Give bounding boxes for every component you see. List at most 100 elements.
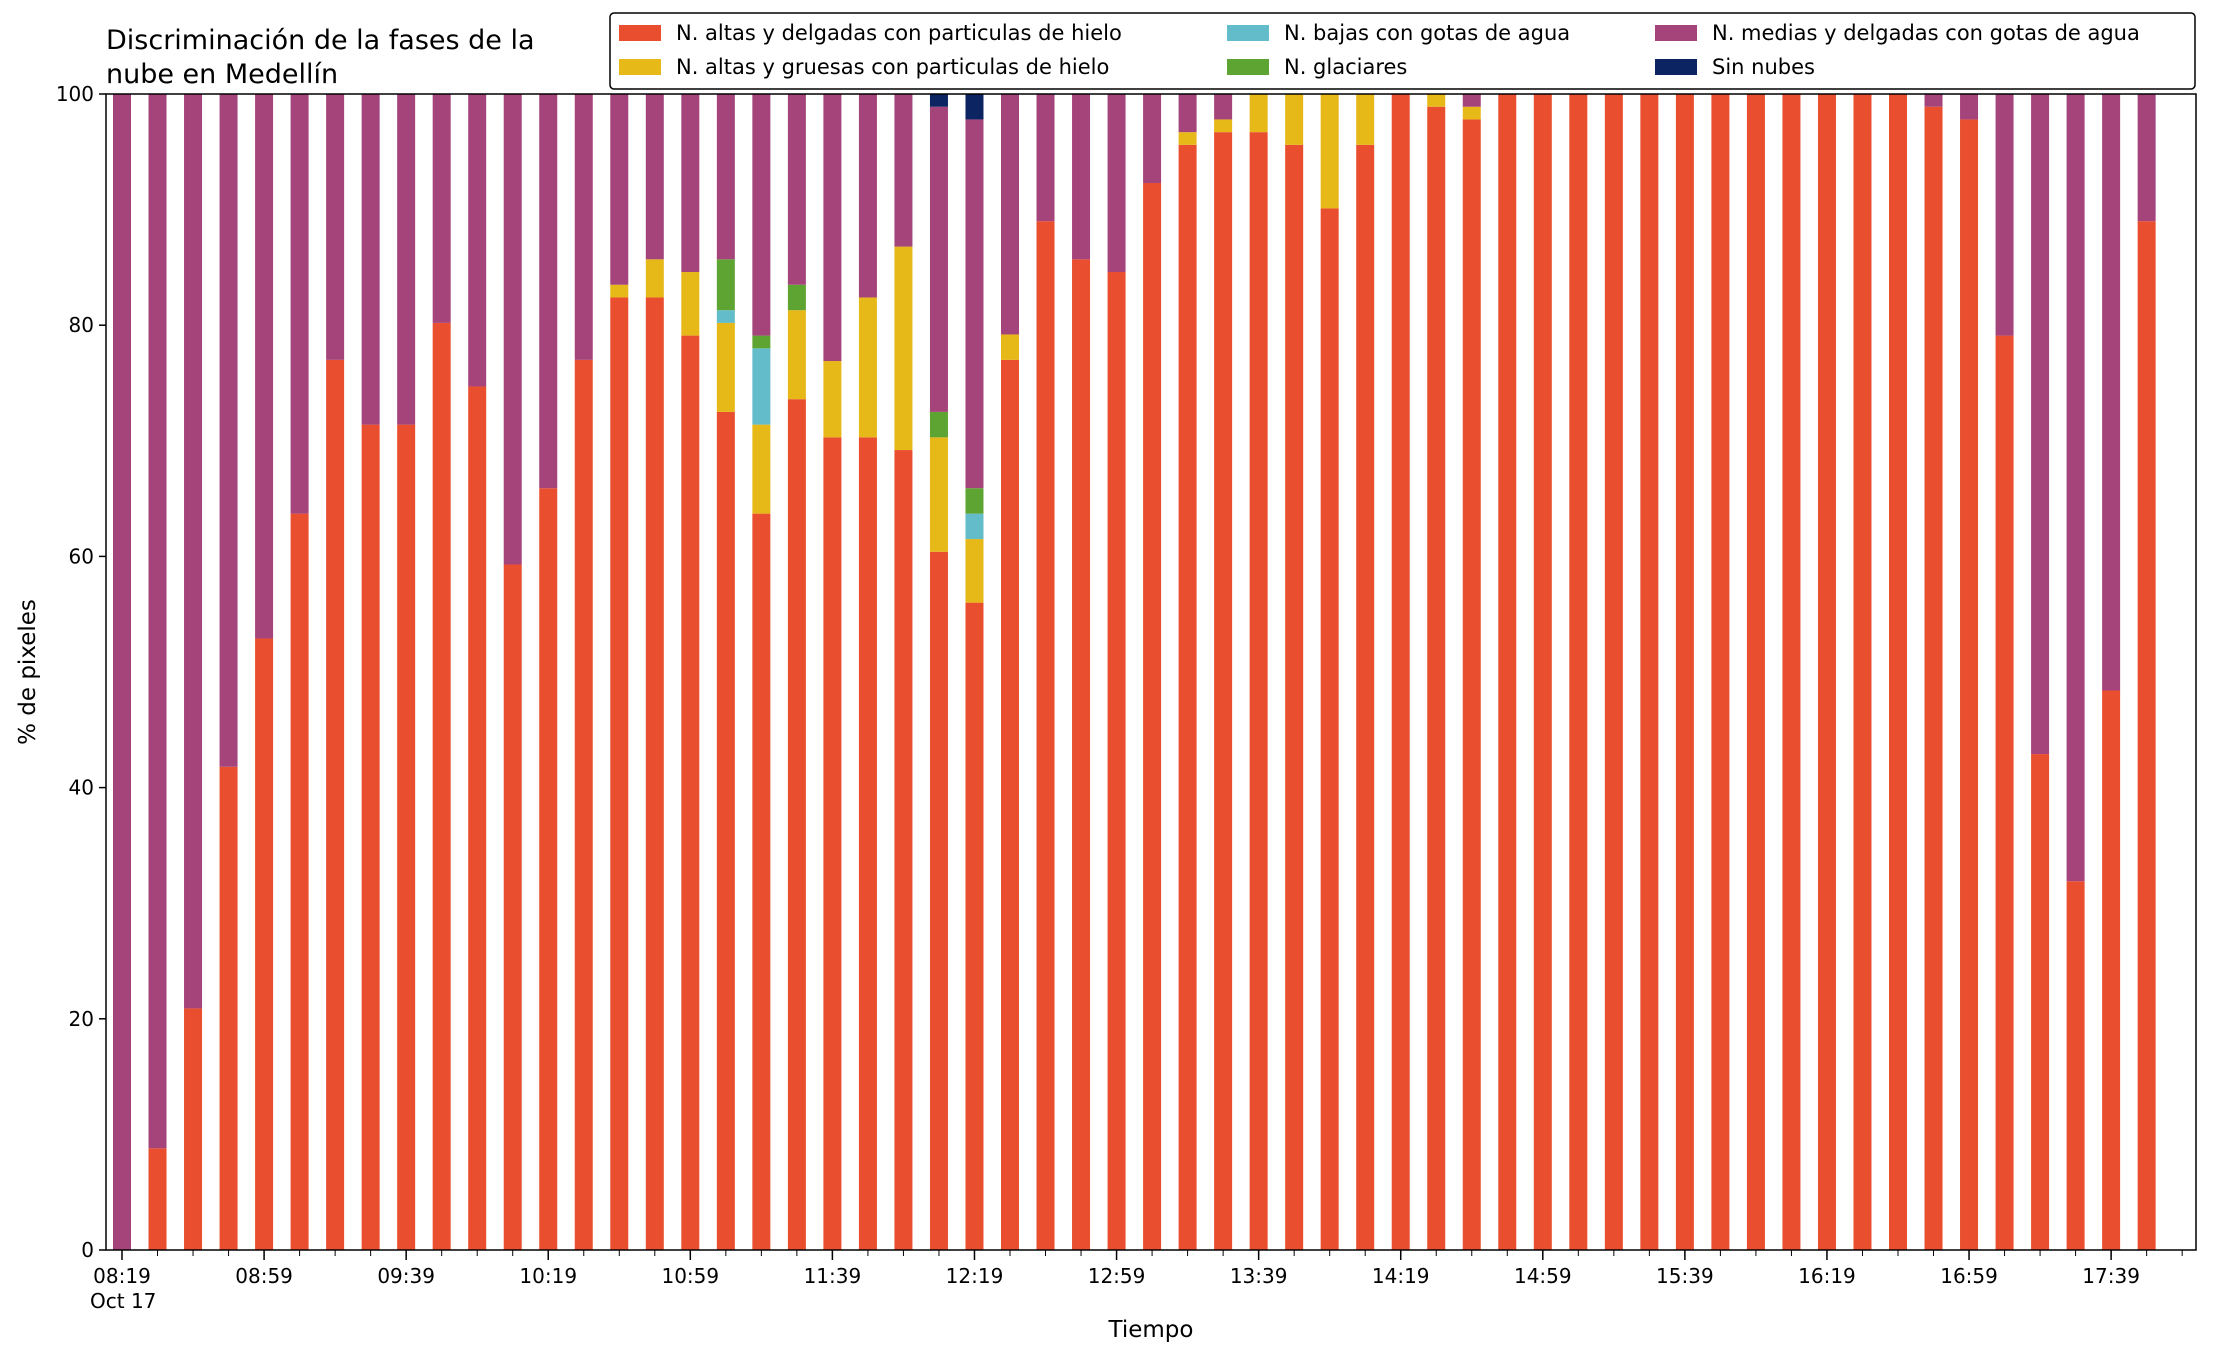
bar-segment-s0-24	[965, 602, 984, 1250]
bar-segment-s4-9	[432, 94, 451, 323]
x-axis: 08:19 08:59 09:39 10:19 10:59 11:39 12:19 12:59…	[90, 1250, 2183, 1313]
bar-segment-s0-50	[1889, 94, 1907, 1250]
bar-segment-s4-56	[2102, 94, 2121, 691]
bar-segment-s0-5	[290, 513, 309, 1250]
bar-segment-s0-45	[1711, 94, 1730, 1250]
bar-segment-s5-23	[929, 94, 948, 107]
x-tick-label-14: 17:39	[2082, 1264, 2140, 1288]
bar-segment-s0-4	[255, 638, 274, 1250]
bar-segment-s0-9	[432, 322, 451, 1250]
bar-segment-s0-57	[2137, 221, 2156, 1250]
bar-segment-s4-18	[752, 94, 771, 336]
x-tick-label-4: 10:59	[661, 1264, 719, 1288]
bar-segment-s1-17	[716, 322, 735, 412]
bar-segment-s0-55	[2066, 881, 2085, 1250]
x-tick-label-10: 14:59	[1514, 1264, 1572, 1288]
bar-segment-s0-7	[361, 424, 380, 1250]
bar-segment-s0-53	[1995, 335, 2014, 1251]
bar-segment-s4-24	[965, 119, 984, 489]
bar-segment-s0-22	[894, 450, 913, 1250]
bar-segment-s1-15	[645, 259, 664, 298]
bar-segment-s4-26	[1036, 94, 1055, 222]
bar-segment-s0-25	[1001, 359, 1019, 1250]
bar-segment-s4-51	[1924, 94, 1943, 107]
bar-segment-s1-33	[1285, 94, 1304, 145]
bar-segment-s1-20	[823, 361, 842, 438]
bar-segment-s0-39	[1498, 94, 1517, 1250]
legend-label-2: N. bajas con gotas de agua	[1284, 21, 1570, 45]
bar-segment-s1-22	[894, 246, 913, 451]
y-axis-label: % de pixeles	[15, 599, 41, 745]
bar-segment-s2-17	[716, 310, 735, 323]
bar-segment-s0-41	[1569, 94, 1588, 1250]
bar-segment-s4-31	[1214, 94, 1233, 120]
bar-segment-s4-29	[1143, 94, 1162, 184]
chart-title-line-1: Discriminación de la fases de la	[106, 25, 535, 56]
bar-segment-s4-14	[610, 94, 629, 285]
plot-frame	[105, 93, 2197, 1251]
legend-swatch-0	[619, 25, 661, 41]
bar-segment-s0-33	[1285, 144, 1304, 1251]
bar-segment-s4-12	[539, 94, 558, 489]
bar-segment-s4-27	[1072, 94, 1091, 260]
bar-segment-s4-3	[219, 94, 238, 767]
bar-segment-s0-31	[1214, 132, 1233, 1250]
bar-segment-s1-24	[965, 539, 984, 603]
bar-segment-s1-31	[1214, 119, 1233, 133]
x-tick-label-13: 16:59	[1940, 1264, 1998, 1288]
x-tick-label-0: 08:19	[93, 1264, 151, 1288]
legend-label-0: N. altas y delgadas con particulas de hi…	[676, 21, 1122, 45]
legend: N. altas y delgadas con particulas de hi…	[609, 12, 2196, 90]
y-tick-label-40: 40	[69, 776, 94, 800]
bar-segment-s0-15	[645, 297, 664, 1251]
bar-segment-s4-25	[1001, 94, 1019, 335]
bar-segment-s0-6	[326, 359, 345, 1250]
bar-segment-s1-35	[1356, 94, 1375, 145]
legend-swatch-2	[1227, 25, 1269, 41]
bar-segment-s2-24	[965, 513, 984, 540]
bars-group	[113, 94, 2156, 1251]
bar-segment-s0-20	[823, 437, 842, 1251]
bar-segment-s0-32	[1249, 132, 1268, 1250]
bar-segment-s4-1	[148, 94, 167, 1149]
bar-segment-s0-38	[1462, 119, 1481, 1250]
y-tick-label-60: 60	[69, 544, 94, 568]
bar-segment-s4-22	[894, 94, 913, 247]
x-date-label: Oct 17	[90, 1289, 156, 1313]
bar-segment-s4-2	[184, 94, 203, 1009]
bar-segment-s0-19	[787, 399, 806, 1250]
x-tick-label-1: 08:59	[235, 1264, 293, 1288]
bar-segment-s4-55	[2066, 94, 2085, 882]
x-tick-label-8: 13:39	[1230, 1264, 1288, 1288]
y-tick-label-20: 20	[69, 1007, 94, 1031]
bar-segment-s4-53	[1995, 94, 2014, 336]
bar-segment-s0-28	[1107, 272, 1126, 1250]
bar-segment-s0-16	[681, 335, 700, 1251]
bar-segment-s0-56	[2102, 690, 2121, 1250]
bar-segment-s1-18	[752, 424, 771, 514]
bar-segment-s4-23	[929, 106, 948, 412]
bar-segment-s0-2	[184, 1008, 203, 1250]
bar-segment-s1-16	[681, 272, 700, 336]
bar-segment-s0-10	[468, 386, 487, 1251]
bar-segment-s0-8	[397, 424, 416, 1250]
bar-segment-s0-29	[1143, 183, 1162, 1250]
bar-segment-s4-13	[574, 94, 593, 360]
bar-segment-s0-14	[610, 297, 629, 1251]
bar-segment-s3-18	[752, 335, 771, 349]
bar-segment-s0-48	[1817, 94, 1836, 1250]
bar-segment-s0-27	[1072, 259, 1091, 1250]
bar-segment-s4-38	[1462, 94, 1481, 107]
chart-title-line-2: nube en Medellín	[106, 59, 338, 90]
bar-segment-s0-34	[1320, 208, 1339, 1251]
bar-segment-s0-49	[1853, 94, 1872, 1250]
bar-segment-s4-7	[361, 94, 380, 425]
bar-segment-s0-51	[1924, 106, 1943, 1251]
legend-label-3: N. glaciares	[1284, 55, 1407, 79]
bar-segment-s0-11	[503, 564, 522, 1250]
x-tick-label-6: 12:19	[946, 1264, 1004, 1288]
bar-segment-s1-37	[1427, 94, 1446, 107]
bar-segment-s4-10	[468, 94, 487, 387]
legend-swatch-4	[1655, 25, 1697, 41]
